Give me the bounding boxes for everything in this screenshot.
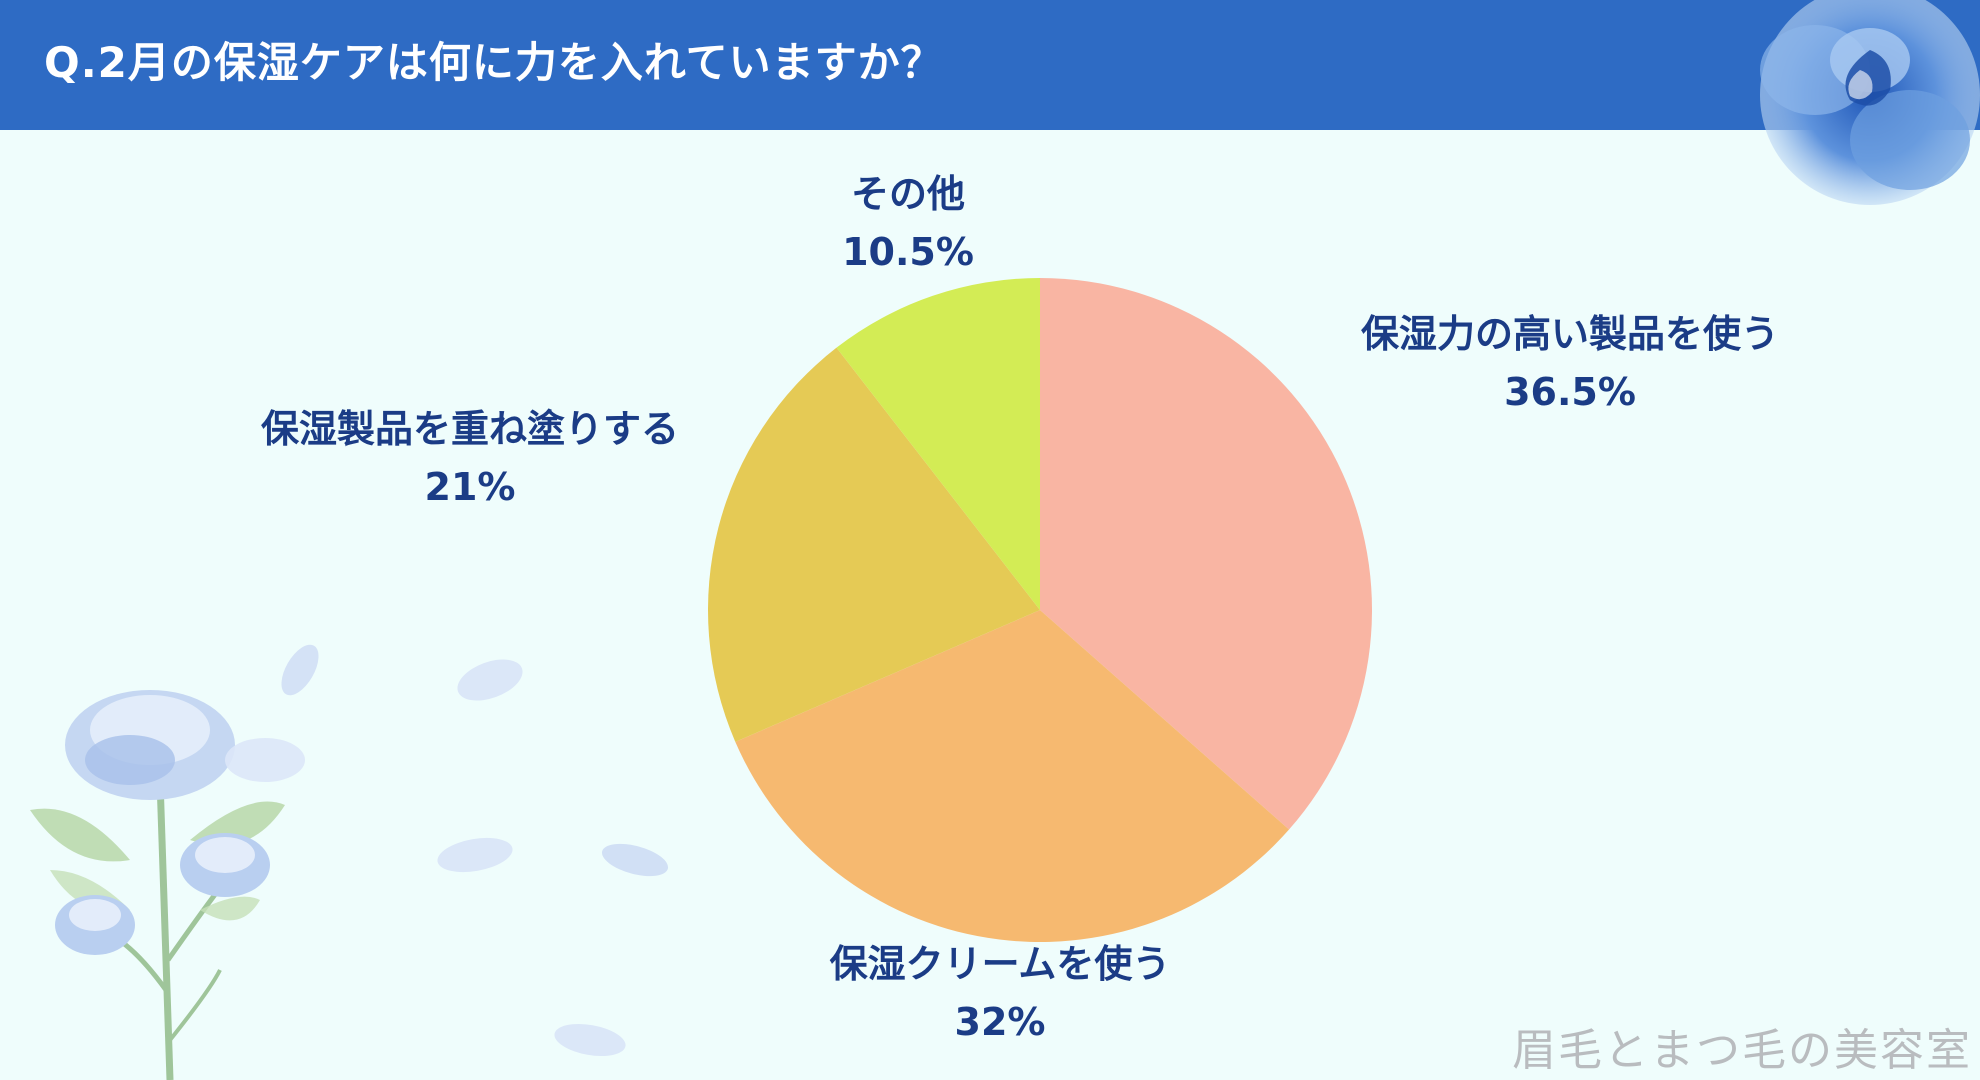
slice-label-text: 保湿クリームを使う	[829, 942, 1171, 986]
slice-label-text: その他	[850, 172, 965, 216]
header-bar: Q.2月の保湿ケアは何に力を入れていますか？	[0, 0, 1980, 130]
slice-label-value: 10.5%	[842, 230, 974, 274]
slice-label-value: 32%	[954, 1000, 1046, 1044]
pie-slice-4	[836, 278, 1040, 610]
blue-rose-branch-icon	[30, 690, 305, 1080]
watermark-text: 眉毛とまつ毛の美容室	[1512, 1025, 1972, 1076]
slice-label-2: 保湿クリームを使う 32%	[830, 935, 1171, 1051]
pie-slice-1	[1040, 278, 1372, 830]
pie-slice-3	[708, 347, 1040, 742]
slice-label-1: 保湿力の高い製品を使う 36.5%	[1361, 305, 1779, 421]
blue-rose-icon	[1760, 0, 1980, 205]
petal-icon	[281, 644, 669, 1057]
slice-label-text: 保湿製品を重ね塗りする	[260, 407, 680, 451]
pie-slice-2	[735, 610, 1290, 942]
slice-label-text: 保湿力の高い製品を使う	[1360, 312, 1780, 356]
slice-label-3: 保湿製品を重ね塗りする 21%	[261, 400, 679, 516]
slice-label-value: 21%	[424, 465, 516, 509]
slice-label-4: その他 10.5%	[842, 165, 974, 281]
page-title: Q.2月の保湿ケアは何に力を入れていますか？	[44, 38, 944, 87]
slice-label-value: 36.5%	[1504, 370, 1636, 414]
